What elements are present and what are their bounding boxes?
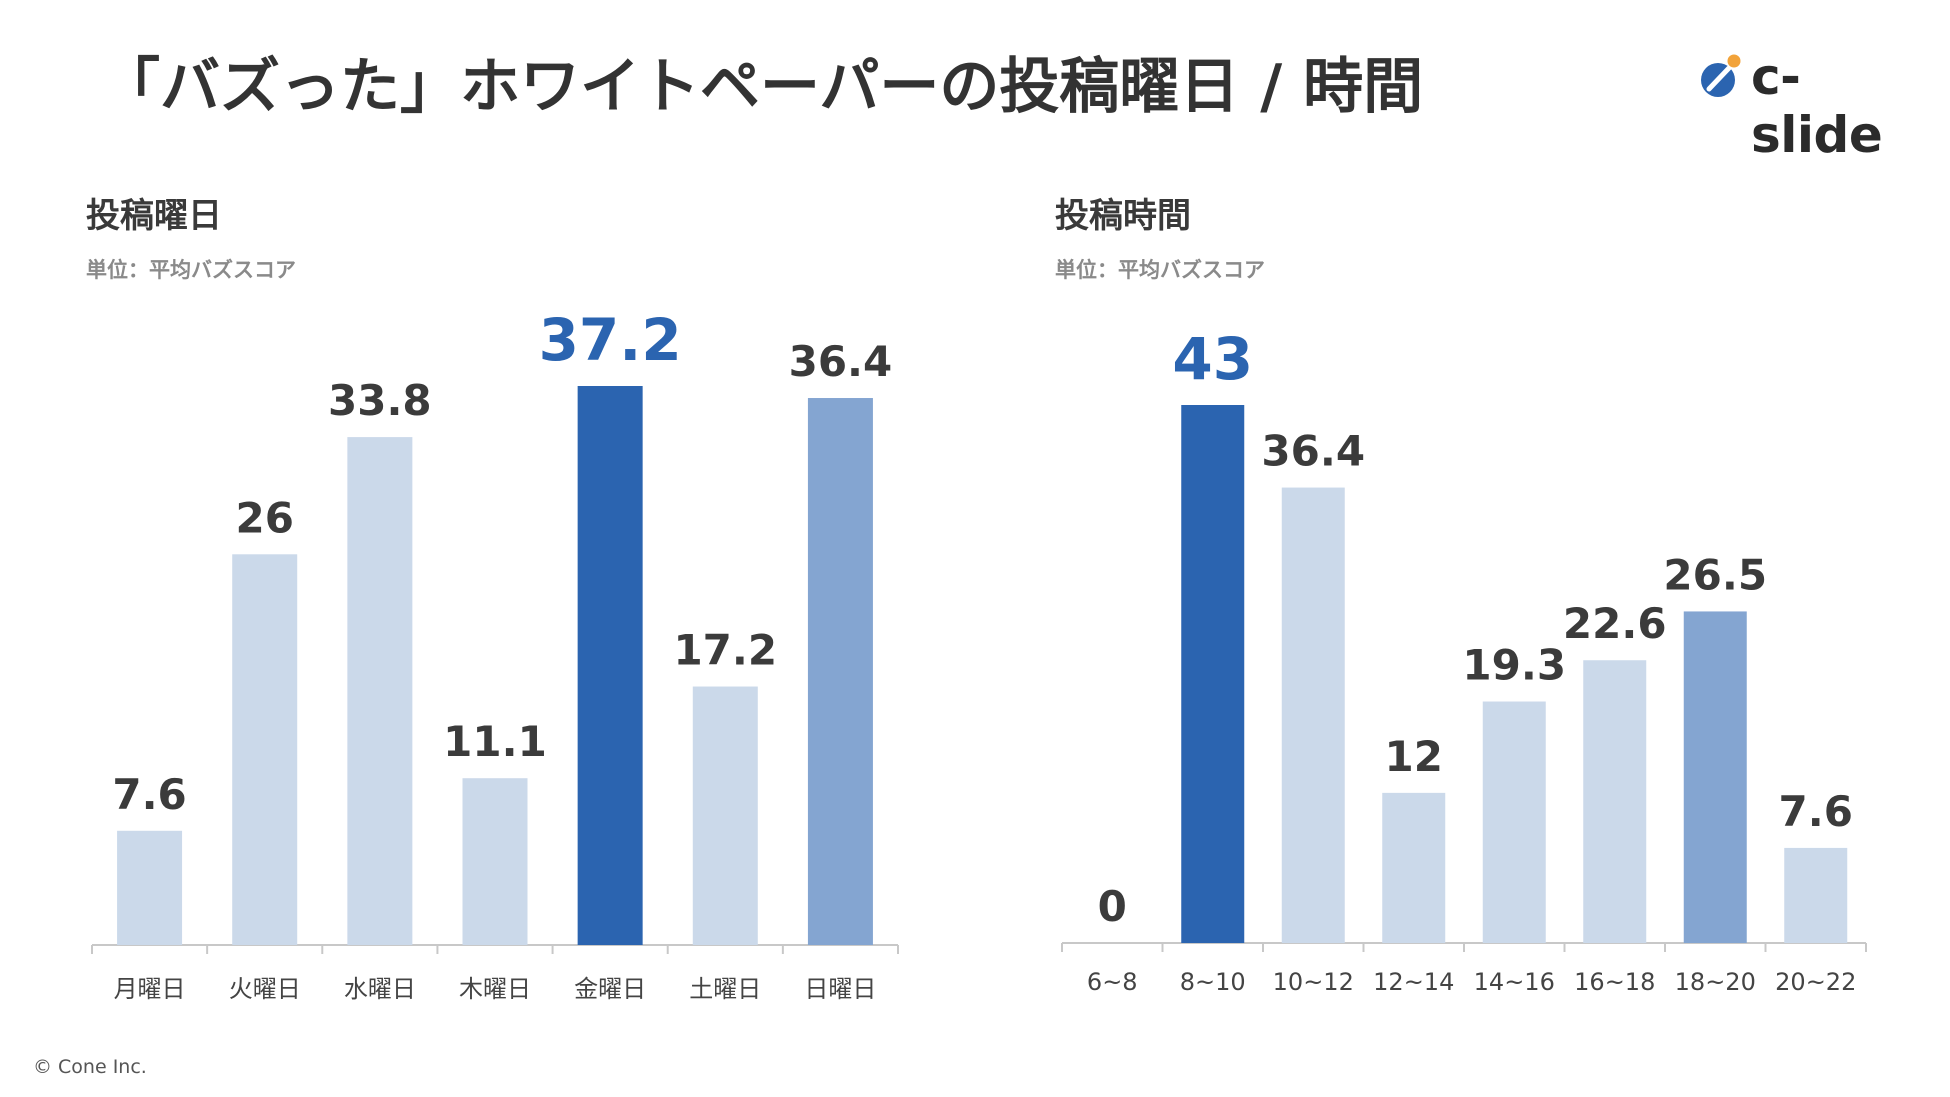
category-label-0: 6~8	[1087, 968, 1138, 996]
category-label-0: 月曜日	[114, 975, 186, 1003]
category-label-1: 8~10	[1180, 968, 1246, 996]
value-label-7: 7.6	[1779, 787, 1853, 836]
bar-4	[577, 386, 643, 945]
value-label-2: 36.4	[1261, 427, 1365, 476]
chart-title-hour: 投稿時間	[1055, 196, 1191, 236]
category-label-6: 日曜日	[804, 975, 876, 1003]
bar-2	[1281, 487, 1345, 943]
value-label-5: 17.2	[673, 626, 777, 675]
category-label-5: 16~18	[1574, 968, 1655, 996]
c-slide-logo: c-slide	[1695, 48, 1915, 164]
category-label-3: 12~14	[1373, 968, 1454, 996]
category-label-4: 金曜日	[574, 975, 646, 1003]
bar-7	[1784, 847, 1848, 943]
unit-label-hour: 単位：平均バズスコア	[1055, 258, 1265, 282]
category-label-7: 20~22	[1775, 968, 1856, 996]
value-label-6: 36.4	[789, 337, 893, 386]
value-label-0: 0	[1098, 882, 1127, 931]
value-label-1: 26	[235, 493, 293, 542]
value-label-6: 26.5	[1663, 550, 1767, 599]
logo-mark-icon	[1701, 54, 1741, 97]
category-label-1: 火曜日	[229, 975, 301, 1003]
category-label-3: 木曜日	[459, 975, 531, 1003]
value-label-5: 22.6	[1563, 599, 1667, 648]
copyright: © Cone Inc.	[33, 1056, 147, 1078]
bar-3	[1382, 792, 1446, 943]
bar-1	[232, 554, 298, 945]
value-label-0: 7.6	[112, 770, 186, 819]
bar-5	[1583, 660, 1647, 943]
bar-4	[1482, 701, 1546, 943]
bar-6	[807, 398, 873, 946]
page-title: 「バズった」ホワイトペーパーの投稿曜日 / 時間	[100, 52, 1424, 122]
value-label-3: 12	[1385, 732, 1443, 781]
unit-label-weekday: 単位：平均バズスコア	[86, 258, 296, 282]
logo-text: c-slide	[1751, 48, 1883, 164]
chart-title-weekday: 投稿曜日	[86, 196, 222, 236]
category-label-2: 10~12	[1273, 968, 1354, 996]
bar-0	[117, 830, 183, 945]
value-label-4: 19.3	[1462, 641, 1566, 690]
category-label-6: 18~20	[1675, 968, 1756, 996]
bar-6	[1683, 611, 1747, 943]
value-label-3: 11.1	[443, 717, 547, 766]
bar-2	[347, 437, 413, 945]
bar-1	[1181, 405, 1245, 943]
bar-3	[462, 778, 528, 945]
category-label-4: 14~16	[1474, 968, 1555, 996]
category-label-2: 水曜日	[344, 975, 416, 1003]
value-label-4: 37.2	[539, 306, 682, 374]
value-label-2: 33.8	[328, 376, 432, 425]
category-label-5: 土曜日	[689, 975, 761, 1003]
value-label-1: 43	[1172, 325, 1253, 393]
bar-5	[692, 686, 758, 945]
